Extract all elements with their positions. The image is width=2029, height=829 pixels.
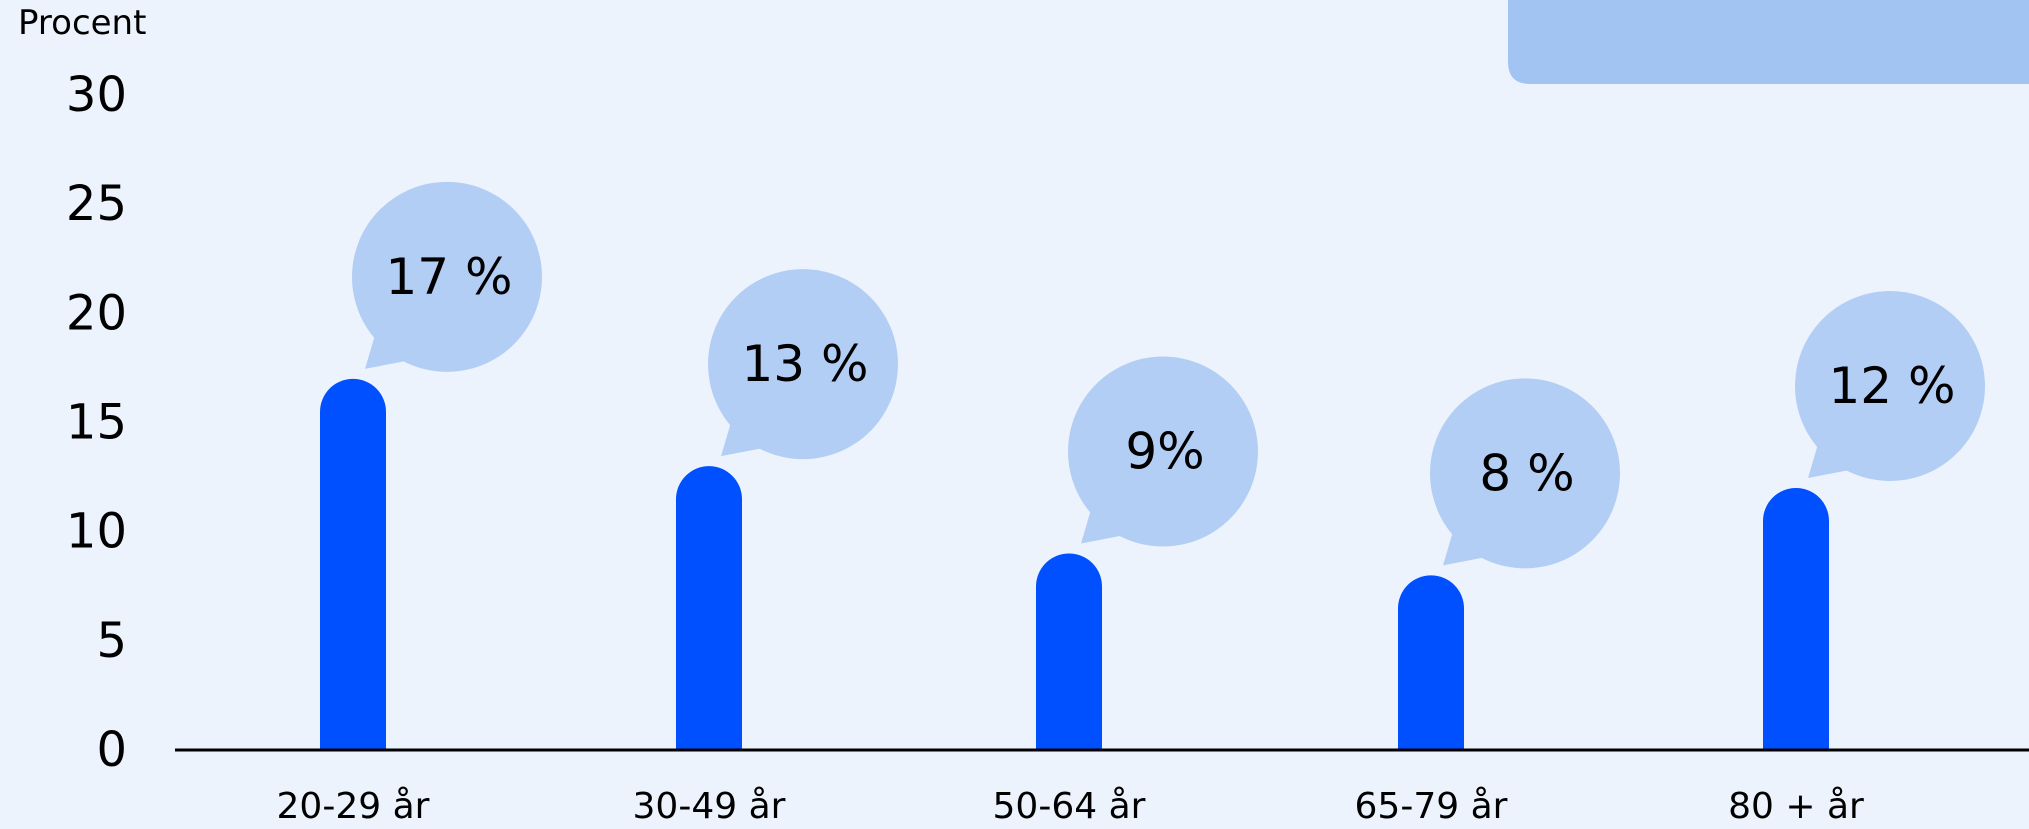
bar [1763,488,1829,750]
y-tick-label: 25 [66,176,127,232]
y-tick-label: 20 [66,285,127,341]
data-label-bubble: 12 % [1795,291,1985,481]
bars [320,378,1829,750]
x-tick-label: 80 + år [1728,786,1864,827]
x-tick-label: 65-79 år [1355,786,1508,827]
x-tick-label: 50-64 år [993,786,1146,827]
bubble-tail [721,422,773,457]
y-tick-label: 15 [66,395,127,451]
y-tick-label: 10 [66,504,127,560]
data-label: 17 % [385,248,512,306]
bubble-tail [1808,444,1860,478]
data-label-bubble: 8 % [1430,378,1620,569]
x-tick-label: 30-49 år [633,786,786,827]
x-tick-label: 20-29 år [277,786,430,827]
bubble-shape [352,181,542,372]
data-label: 13 % [741,335,868,393]
data-label-bubble: 9% [1068,356,1258,547]
data-label-bubble: 17 % [352,181,542,372]
bubble-shape [708,269,898,460]
bubble-tail [1443,531,1495,566]
data-label: 12 % [1828,357,1955,415]
bubble-tail [1081,509,1133,544]
data-label: 8 % [1479,444,1574,502]
bubble-tail [365,334,417,369]
y-axis-ticks: 0 5 10 15 20 25 30 [66,67,127,778]
data-label-bubble: 13 % [708,269,898,460]
bubble-shape [1795,291,1985,481]
bubble-shape [1068,356,1258,547]
y-tick-label: 0 [96,722,127,778]
bar [1398,575,1464,750]
bar [1036,553,1102,750]
data-label-bubbles: 17 % 13 % 9% 8 % 12 % [352,181,1985,569]
corner-panel [1508,0,2029,84]
y-axis-title: Procent [18,3,146,43]
bar [320,378,386,750]
y-tick-label: 5 [96,613,127,669]
y-tick-label: 30 [66,67,127,123]
bar [676,466,742,750]
data-label: 9% [1125,423,1204,481]
bubble-shape [1430,378,1620,569]
x-axis-tick-labels: 20-29 år 30-49 år 50-64 år 65-79 år 80 + år [277,786,1865,827]
